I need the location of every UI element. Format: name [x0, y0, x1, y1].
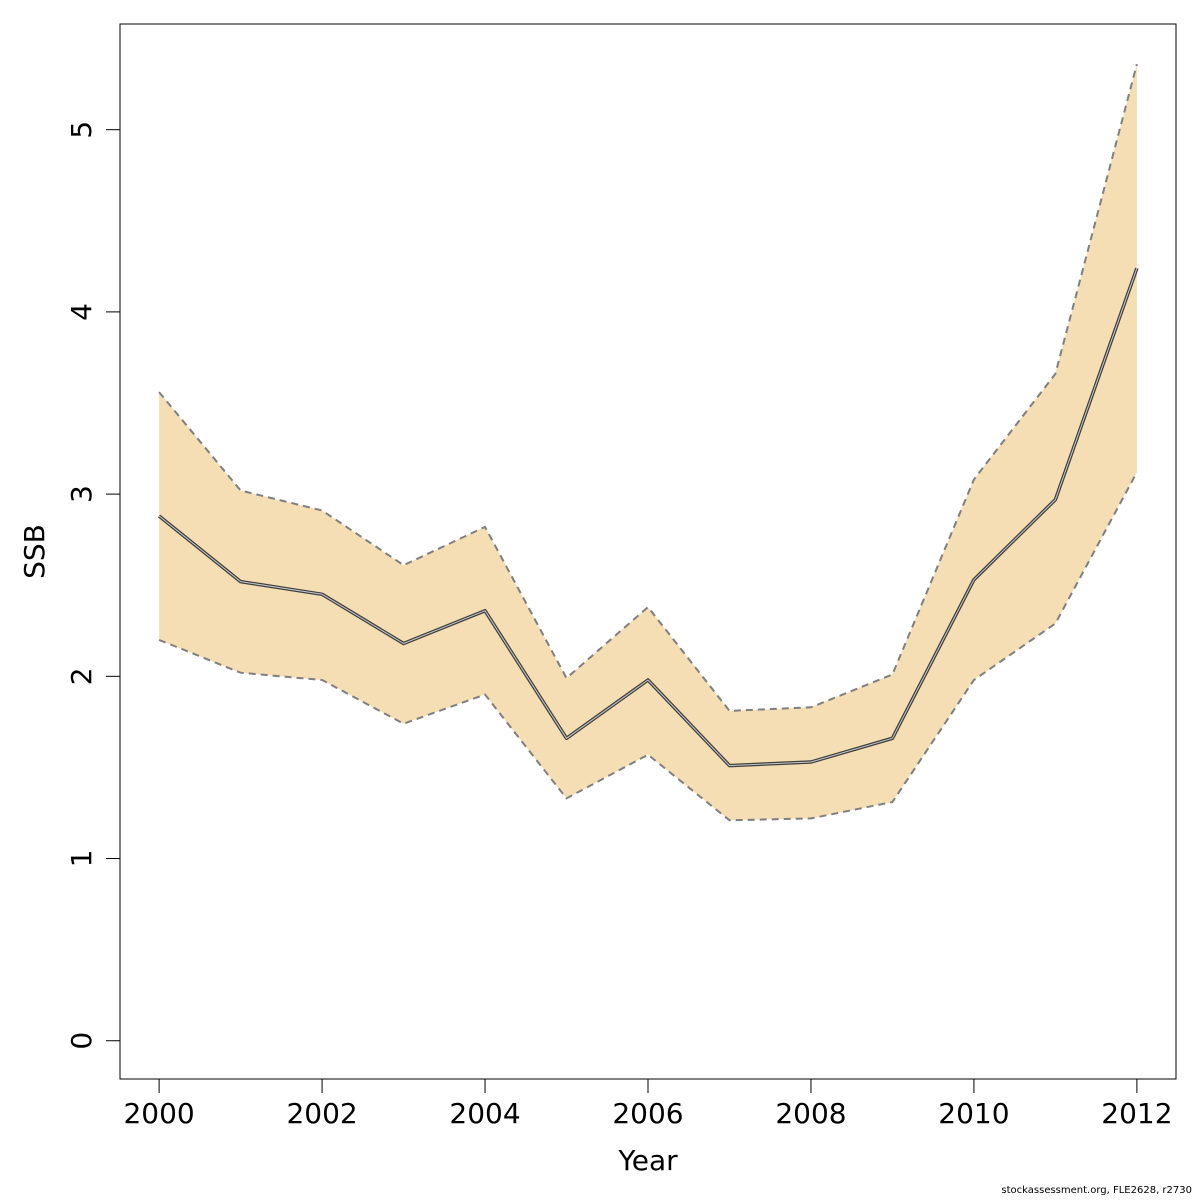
x-tick-label-2012: 2012: [1101, 1097, 1172, 1130]
y-tick-label-3: 3: [65, 485, 98, 503]
y-tick-label-5: 5: [65, 121, 98, 139]
x-tick-label-2008: 2008: [775, 1097, 846, 1130]
footer-note: stockassessment.org, FLE2628, r2730: [1001, 1185, 1192, 1196]
lower-bound-line: [158, 471, 1138, 822]
x-axis-title: Year: [617, 1144, 678, 1177]
y-tick-label-0: 0: [65, 1032, 98, 1050]
x-tick-label-2004: 2004: [449, 1097, 520, 1130]
y-tick-label-1: 1: [65, 850, 98, 868]
x-tick-label-2010: 2010: [938, 1097, 1009, 1130]
upper-bound-line: [158, 63, 1138, 712]
x-tick-label-2000: 2000: [123, 1097, 194, 1130]
ssb-estimate-line-highlight: [158, 268, 1138, 767]
confidence-band-layer: [159, 64, 1137, 821]
x-tick-label-2006: 2006: [612, 1097, 683, 1130]
y-tick-label-2: 2: [65, 667, 98, 685]
confidence-band: [159, 64, 1137, 821]
y-tick-label-4: 4: [65, 303, 98, 321]
series-line-layer: [158, 63, 1139, 822]
y-axis-title: SSB: [18, 524, 51, 579]
x-tick-label-2002: 2002: [286, 1097, 357, 1130]
